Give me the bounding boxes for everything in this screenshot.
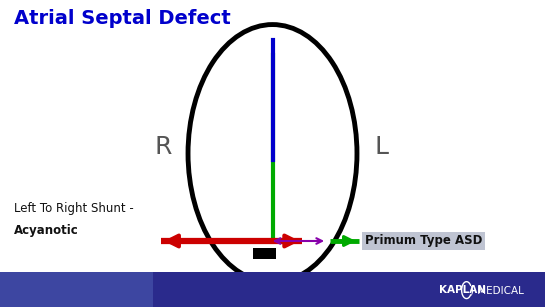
Bar (0, 272, 545, 307)
Text: Left To Right Shunt -: Left To Right Shunt - (14, 202, 134, 215)
Text: Primum Type ASD: Primum Type ASD (365, 235, 482, 247)
Bar (253, 248, 276, 259)
Text: Acyanotic: Acyanotic (14, 224, 78, 237)
Text: ) MEDICAL: ) MEDICAL (470, 285, 524, 295)
Text: KAPLAN: KAPLAN (439, 285, 486, 295)
Text: R: R (155, 135, 172, 159)
Text: L: L (374, 135, 389, 159)
FancyBboxPatch shape (0, 272, 153, 307)
Text: Atrial Septal Defect: Atrial Septal Defect (14, 9, 231, 28)
